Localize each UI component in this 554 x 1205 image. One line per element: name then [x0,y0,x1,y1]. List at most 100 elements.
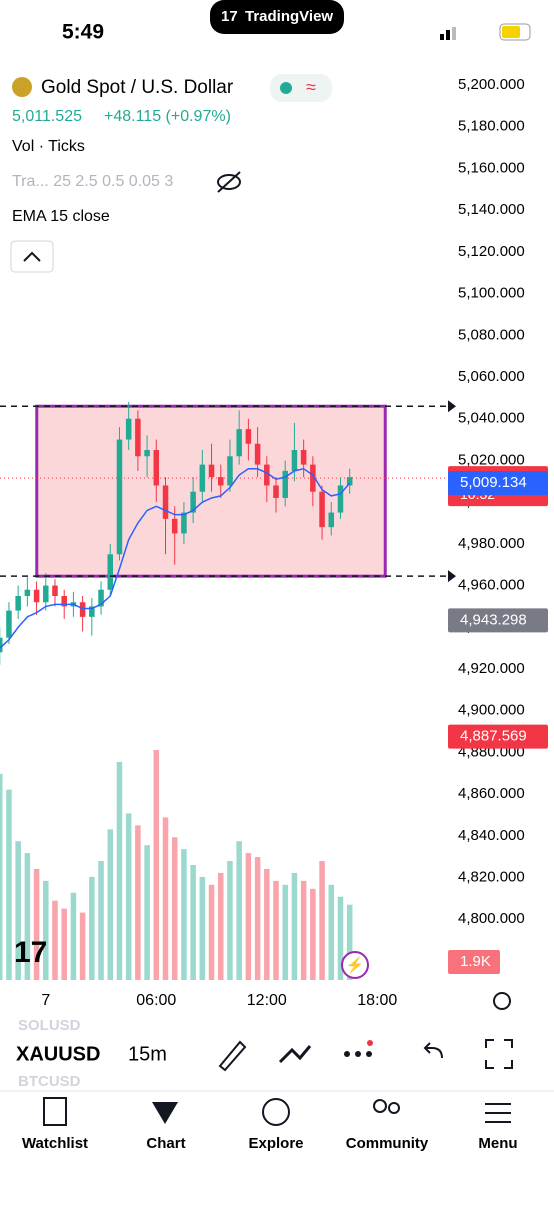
symbol-prev[interactable]: SOLUSD [18,1017,81,1034]
candle-body [273,485,279,498]
candle-body [236,429,242,457]
x-tick-label: 06:00 [136,992,176,1009]
candle-body [291,450,298,471]
change: +48.115 (+0.97%) [104,108,231,125]
undo-button[interactable] [423,1042,443,1059]
y-tick-label: 4,840.000 [458,827,525,844]
y-tick-label: 4,800.000 [458,910,525,927]
level-arrow [448,400,456,413]
market-open [280,82,292,94]
interval[interactable]: 15m [128,1043,167,1065]
battery [499,23,531,41]
candle-body [337,485,344,513]
volume-bar [15,841,21,980]
volume-bar [70,892,77,980]
app-name: TradingView [245,8,333,25]
candle-body [208,464,215,478]
y-tick-label: 5,060.000 [458,368,525,385]
candle-body [264,464,270,486]
candle-body [181,512,187,534]
volume-bar [346,904,353,980]
indicator[interactable]: Tra... 25 2.5 0.5 0.05 3 [12,173,173,190]
y-tick-label: 4,960.000 [458,577,525,594]
battery-level [502,26,520,38]
candle-body [190,491,196,513]
y-tick-label: 4,980.000 [458,535,525,552]
candle-body [6,610,12,638]
volume-bar [98,861,104,980]
y-tick-label: 5,160.000 [458,159,525,176]
ema-line [0,467,351,649]
nav-label[interactable]: Chart [146,1135,185,1152]
volume-bar [227,861,233,980]
replay-button[interactable] [341,951,369,979]
y-tick-label: 4,820.000 [458,869,525,886]
volume-bar [208,884,215,980]
price-label: 4,943.298 [460,611,527,628]
app-pill [210,0,344,34]
candle-body [135,418,141,457]
x-tick-label: 18:00 [357,992,397,1009]
volume-bar [199,876,206,980]
symbol-icon [12,77,32,97]
candle-body [89,606,95,617]
price-label: 4,887.569 [460,728,527,745]
y-tick-label: 4,900.000 [458,702,525,719]
y-tick-label: 5,040.000 [458,410,525,427]
volume-label-box [448,950,500,974]
candle-body [0,637,3,653]
candle-body [300,450,307,465]
candle-body [33,589,40,603]
candle-body [61,595,67,607]
volume-bar [181,849,187,980]
collapse-button[interactable] [10,240,54,273]
y-tick-label: 4,920.000 [458,660,525,677]
candle-body [116,439,123,555]
volume-bar [116,761,123,980]
replay-icon: ⚡ [346,956,365,974]
indicators-tool[interactable] [278,1045,312,1064]
volume-bar [328,884,335,980]
y-tick-label: 5,080.000 [458,326,525,343]
indicator[interactable]: EMA 15 close [12,208,110,225]
candle-body [245,429,252,444]
nav-label[interactable]: Menu [478,1135,517,1152]
x-tick-label: 7 [41,992,50,1009]
volume-bar [236,841,242,980]
volume-bar [300,880,307,980]
symbol[interactable]: XAUUSD [16,1043,100,1065]
fullscreen-button[interactable] [485,1039,513,1069]
volume-label: 1.9K [460,953,491,970]
more-button[interactable] [344,1040,373,1057]
y-tick-label: 4,860.000 [458,785,525,802]
volume-bar [291,872,298,980]
price-label-box [448,724,548,749]
volume-bar [61,908,67,980]
nav-label[interactable]: Explore [248,1135,303,1152]
indicator[interactable]: Vol · Ticks [12,138,85,155]
collapse-icon [23,251,41,262]
volume-bar [107,829,114,980]
app-logo: 17 [221,8,238,25]
clock: 5:49 [62,21,104,44]
volume-bar [310,888,316,980]
volume-bar [144,845,150,980]
symbol-next[interactable]: BTCUSD [18,1073,81,1090]
draw-tool[interactable] [218,1040,247,1072]
x-tick-label: 12:00 [247,992,287,1009]
signal [446,30,450,40]
price-label: 5,009.134 [460,474,527,491]
last-price: 5,011.525 [12,108,82,125]
hidden-icon[interactable] [217,174,241,190]
settings-button[interactable] [493,992,511,1010]
volume-bar [273,880,279,980]
nav-label[interactable]: Community [346,1135,429,1152]
candle-body [199,464,206,492]
volume-bar [135,825,141,980]
candle-body [227,456,233,486]
nav-label[interactable]: Watchlist [22,1135,88,1152]
candle-body [319,491,325,528]
y-tick-label: 5,140.000 [458,201,525,218]
candle-body [153,450,160,486]
